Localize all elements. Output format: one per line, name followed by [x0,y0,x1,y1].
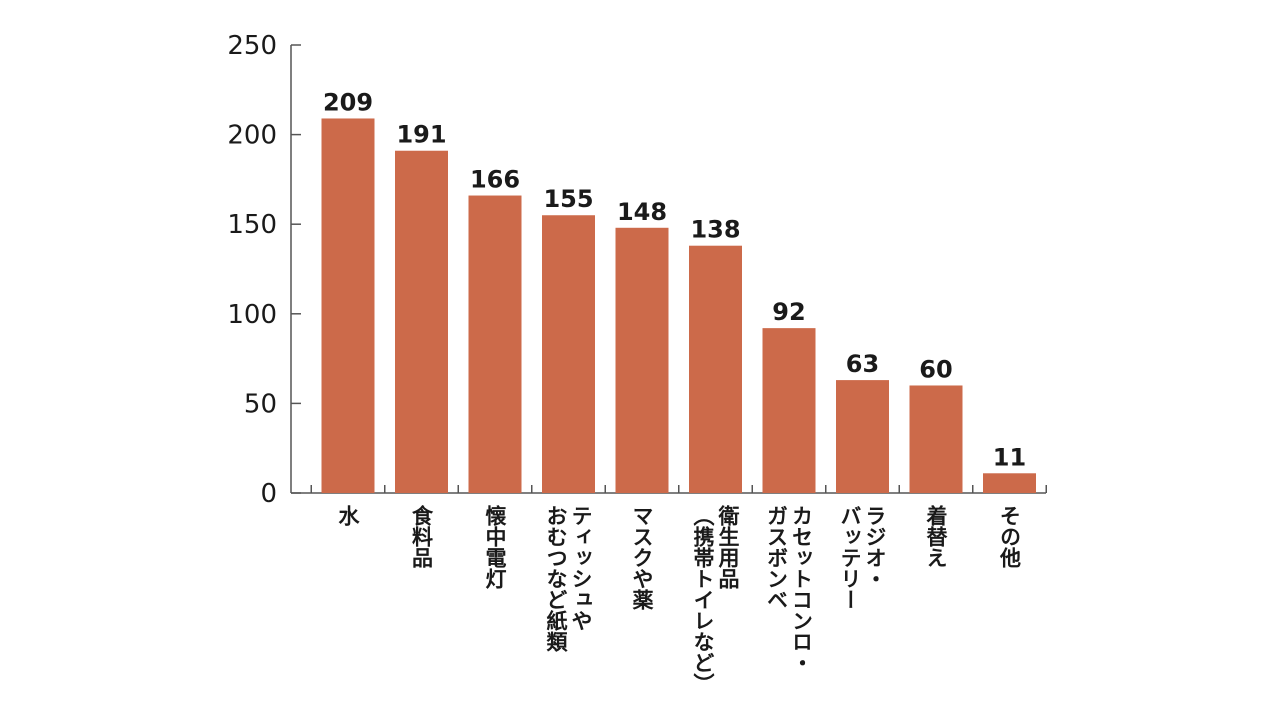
y-tick-label: 100 [227,300,277,330]
category-label: バッテリー [838,505,862,610]
category-label: ラジオ・ [863,505,887,589]
category-label: 食料品 [410,504,434,569]
category-label: その他 [998,505,1023,569]
category-label: ガスボンベ [765,505,789,610]
value-label: 138 [690,216,740,244]
value-label: 155 [543,185,593,213]
bar [321,118,375,494]
category-label: 水 [336,505,360,527]
category-label: ティッシュや [569,505,593,631]
category-label: 着替え [924,504,949,568]
value-label: 60 [919,355,952,383]
y-tick-label: 0 [260,479,277,509]
category-label: 懐中電灯 [483,504,507,590]
y-tick-label: 150 [227,210,277,240]
bar [395,150,448,493]
bar [468,195,522,493]
bars [321,118,1036,494]
value-label: 63 [846,350,879,378]
category-label: 衛生用品 [716,504,741,590]
y-tick-label: 250 [227,31,277,61]
bar [836,380,889,493]
value-label: 11 [993,443,1026,471]
y-axis: 0 50 100 150 200 250 [227,31,301,509]
value-label: 148 [617,198,667,226]
bar [909,385,963,493]
bar [615,227,669,493]
category-label: マスクや薬 [630,505,654,610]
value-label: 92 [772,298,805,326]
bar [542,215,595,494]
y-tick-label: 50 [244,389,277,419]
value-label: 166 [470,166,520,194]
category-label: カセットコンロ・ [790,505,814,673]
value-labels: 209 191 166 155 148 138 92 63 60 11 [323,88,1026,471]
bar [983,473,1036,493]
value-label: 209 [323,88,373,116]
category-label: おむつなど紙類 [544,505,569,653]
y-tick-label: 200 [227,121,277,151]
bar [689,245,742,493]
category-label: （携帯トイレなど） [691,505,715,694]
bar [762,328,816,493]
value-label: 191 [396,121,446,149]
